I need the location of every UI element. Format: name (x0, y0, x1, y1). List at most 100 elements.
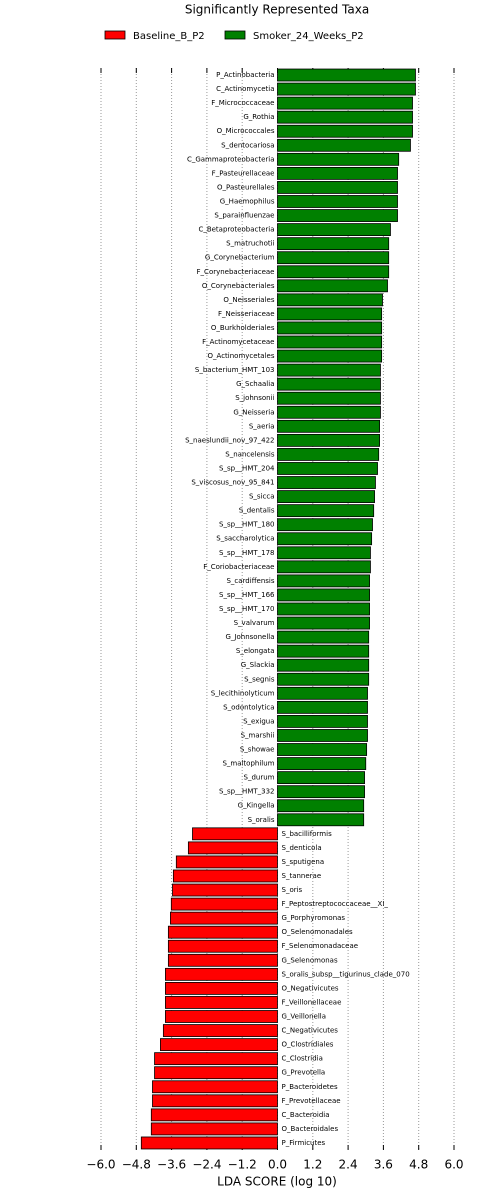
bar-label: S_bacilliformis (282, 830, 333, 838)
bar-label: C_Bacteroidia (282, 1111, 330, 1119)
bar-label: C_Actinomycetia (216, 85, 274, 93)
legend-label: Baseline_B_P2 (133, 31, 205, 42)
bar (277, 518, 373, 532)
bar-label: G_Haemophilus (220, 197, 275, 205)
bar-label: G_Corynebacterium (205, 254, 275, 262)
bar-label: S_oralis (248, 816, 275, 824)
bar-label: C_Negativicutes (282, 1027, 339, 1035)
bar-label: O_Selenomonadales (282, 928, 354, 936)
bar (277, 644, 370, 658)
bar-label: O_Bacteroidales (282, 1125, 339, 1133)
bar (165, 967, 278, 981)
bar-label: F_Veillonellaceae (282, 998, 342, 1006)
bar (277, 96, 413, 110)
bar (277, 476, 376, 489)
bar (172, 883, 278, 897)
x-tick-label: −1.2 (228, 1158, 257, 1172)
bar (277, 490, 375, 503)
bar (277, 391, 381, 405)
bar-label: S_naeslundii_nov_97_422 (185, 436, 274, 444)
bar-label: G_Prevotella (282, 1069, 326, 1077)
bar (277, 771, 365, 785)
x-tick-label: 6.0 (444, 1158, 463, 1172)
bar-label: G_Johnsonella (226, 633, 275, 641)
bar-label: S_aeria (249, 422, 275, 430)
bar (277, 363, 381, 377)
bar-label: S_showae (240, 746, 275, 754)
bar-label: G_Rothia (243, 113, 274, 121)
bar (170, 911, 278, 925)
bar-label: S_elongata (236, 647, 275, 655)
bar (277, 546, 371, 560)
x-tick-label: −3.6 (157, 1158, 186, 1172)
bar (277, 419, 380, 433)
bar (277, 799, 365, 813)
x-tick-label: −4.8 (122, 1158, 151, 1172)
bar (277, 715, 368, 728)
bar (277, 616, 370, 630)
bar (277, 433, 380, 447)
bar-label: S_valvarum (234, 619, 275, 627)
bar (277, 700, 368, 714)
bar (277, 448, 380, 461)
bar-label: S_johnsonii (235, 394, 274, 402)
bar-label: S_oralis_subsp__tigurinus_clade_070 (282, 970, 410, 978)
bar-label: F_Corynebacteriaceae (197, 268, 275, 276)
bar (277, 307, 383, 321)
bar-label: F_Pasteurellaceae (212, 169, 275, 177)
bar-label: S_parainfluenzae (214, 212, 274, 220)
chart-title: Significantly Represented Taxa (185, 3, 369, 17)
bar-label: F_Selenomonadaceae (282, 942, 359, 950)
bar-label: G_Porphyromonas (282, 914, 346, 922)
bar-label: O_Clostridiales (282, 1041, 334, 1049)
x-tick-label: 0.0 (268, 1158, 287, 1172)
bar-label: P_Firmicutes (282, 1139, 326, 1147)
bar (277, 321, 383, 335)
bar-label: F_Prevotellaceae (282, 1097, 341, 1105)
bar (277, 560, 371, 574)
bar-label: O_Corynebacteriales (202, 282, 275, 290)
bar (167, 939, 278, 953)
bar-label: S_lecithinolyticum (211, 689, 275, 697)
bar-label: S_cardiffensis (226, 577, 274, 585)
bar-label: S_sputigena (282, 858, 325, 866)
bar (277, 138, 411, 152)
bar-label: C_Clostridia (282, 1055, 323, 1063)
bar-label: S_tannerae (282, 872, 322, 880)
bar (277, 686, 368, 700)
bar (172, 869, 278, 883)
bar-label: G_Schaalia (236, 380, 274, 388)
bar (165, 996, 278, 1009)
bar-label: S_exigua (243, 717, 274, 725)
bar-label: G_Selenomonas (282, 956, 338, 964)
bar-label: S_bacterium_HMT_103 (195, 366, 275, 374)
bar-label: C_Betaproteobacteria (198, 226, 274, 234)
bar-label: O_Burkholderiales (211, 324, 275, 332)
bar-label: O_Actinomycetales (208, 352, 275, 360)
bar-label: P_Bacteroidetes (282, 1083, 338, 1091)
legend-swatch (104, 30, 126, 40)
bar (277, 729, 368, 742)
bar (277, 124, 413, 138)
bar (277, 757, 367, 770)
bar (162, 1024, 278, 1037)
bar (277, 209, 398, 222)
legend-swatch (224, 30, 246, 40)
bar-label: S_saccharolytica (216, 535, 274, 543)
bar (277, 349, 383, 363)
x-tick-label: −6.0 (86, 1158, 115, 1172)
bar (277, 377, 381, 391)
bar-label: O_Micrococcales (217, 127, 275, 135)
bar-label: O_Neisseriales (223, 296, 274, 304)
bar (277, 68, 416, 82)
bar (150, 1122, 278, 1136)
bar (167, 953, 278, 967)
bar-label: G_Slackia (241, 661, 275, 669)
bar-label: S_odontolytica (223, 703, 274, 711)
bar (277, 743, 368, 756)
bar-label: S_oris (282, 886, 303, 894)
bar (277, 223, 391, 236)
bar (154, 1066, 278, 1080)
bar-label: O_Negativicutes (282, 984, 339, 992)
